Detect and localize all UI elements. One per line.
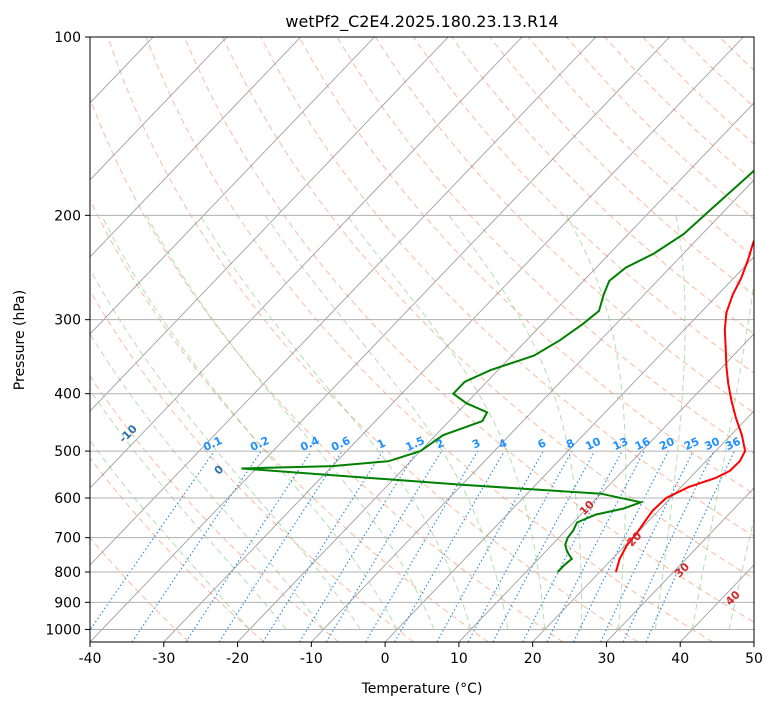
y-tick-label: 600 xyxy=(54,491,81,507)
mixing-ratio-label: 10 xyxy=(583,435,603,453)
mixing-ratio-label: 36 xyxy=(723,435,743,453)
mixing-ratio-label: 20 xyxy=(657,435,677,453)
x-axis: -40 -30 -20 -10 0 10 20 30 40 50 xyxy=(79,642,763,667)
x-axis-title: Temperature (°C) xyxy=(361,681,483,697)
y-tick-label: 400 xyxy=(54,387,81,403)
moist-adiabat xyxy=(264,215,509,630)
isotherm-line xyxy=(90,37,375,335)
x-tick-label: 0 xyxy=(381,651,390,667)
y-tick-label: 500 xyxy=(54,444,81,460)
mixing-ratio-line xyxy=(325,450,442,642)
mixing-ratio-line xyxy=(546,450,645,642)
mixing-ratio-line xyxy=(131,450,262,642)
y-tick-label: 100 xyxy=(54,30,81,46)
x-tick-label: -40 xyxy=(79,651,102,667)
dry-adiabat xyxy=(298,37,754,496)
x-tick-label: 10 xyxy=(450,651,468,667)
y-tick-label: 300 xyxy=(54,313,81,329)
isotherm-line xyxy=(384,256,754,642)
mixing-ratio-line xyxy=(573,450,669,642)
y-tick-label: 900 xyxy=(54,595,81,611)
x-tick-label: 50 xyxy=(745,651,763,667)
y-tick-label: 200 xyxy=(54,208,81,224)
x-tick-label: 20 xyxy=(524,651,542,667)
isotherm-line xyxy=(90,37,523,489)
plot-frame xyxy=(89,36,755,643)
y-tick-label: 800 xyxy=(54,565,81,581)
moist-adiabat xyxy=(90,268,361,630)
dry-adiabat xyxy=(413,37,754,374)
temperature-line xyxy=(614,238,754,573)
dry-adiabat xyxy=(222,37,754,580)
dry-adiabat xyxy=(90,457,265,642)
chart-title: wetPf2_C2E4.2025.180.23.13.R14 xyxy=(285,12,558,32)
dry-adiabat xyxy=(374,37,754,414)
y-axis: 100 200 300 400 500 600 700 800 900 1000 xyxy=(45,30,90,638)
isotherm-line xyxy=(90,37,449,412)
mixing-ratio-line xyxy=(467,450,573,642)
mixing-ratio-label: 30 xyxy=(703,435,723,453)
dry-adiabat xyxy=(90,96,564,642)
x-tick-label: 30 xyxy=(597,651,615,667)
isotherm-line xyxy=(90,37,302,258)
y-tick-label: 700 xyxy=(54,531,81,547)
mixing-ratio-line xyxy=(185,450,312,642)
dry-adiabat xyxy=(451,37,754,335)
isotherm-line xyxy=(311,179,754,642)
y-axis-title: Pressure (hPa) xyxy=(12,290,28,390)
mixing-ratio-label: 16 xyxy=(633,435,653,453)
dry-adiabat xyxy=(90,198,489,642)
isotherm-line xyxy=(606,487,754,642)
mixing-ratio-line xyxy=(90,450,215,631)
isotherm-line xyxy=(90,37,597,566)
dry-adiabat xyxy=(336,37,754,454)
x-tick-label: -30 xyxy=(152,651,175,667)
isotherm-line xyxy=(90,37,670,642)
mixing-ratio-line xyxy=(218,450,343,642)
isotherm-line xyxy=(458,333,754,642)
isotherm-line xyxy=(90,37,228,181)
y-tick-label: 1000 xyxy=(45,622,81,638)
mixing-ratio-label: 13 xyxy=(611,435,630,453)
x-tick-label: -20 xyxy=(226,651,249,667)
x-tick-label: -10 xyxy=(300,651,323,667)
mixing-ratio-label: 25 xyxy=(682,435,701,453)
isotherm-line xyxy=(163,37,744,642)
dry-adiabat xyxy=(183,37,754,623)
isotherm-line xyxy=(237,102,754,642)
dry-adiabat xyxy=(489,37,754,296)
dry-adiabat xyxy=(107,37,639,642)
mixing-ratio-line xyxy=(436,450,544,642)
dewpoint-line xyxy=(241,169,754,573)
mixing-ratio-line xyxy=(299,450,418,642)
x-tick-label: 40 xyxy=(671,651,689,667)
series-lines xyxy=(241,169,754,573)
